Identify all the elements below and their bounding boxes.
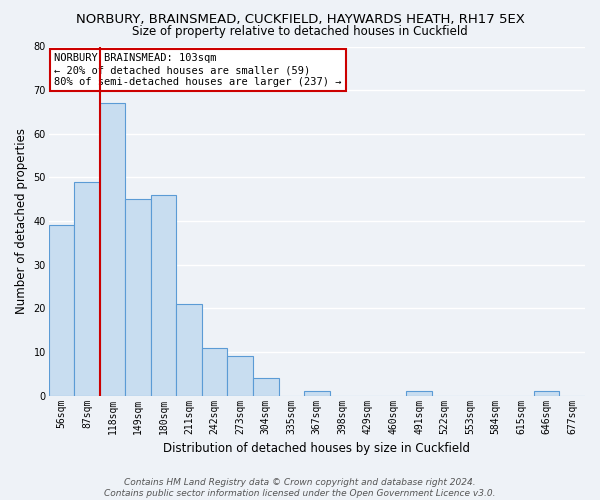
Bar — [227, 356, 253, 396]
Bar — [304, 392, 329, 396]
Bar — [406, 392, 432, 396]
Text: NORBURY, BRAINSMEAD, CUCKFIELD, HAYWARDS HEATH, RH17 5EX: NORBURY, BRAINSMEAD, CUCKFIELD, HAYWARDS… — [76, 12, 524, 26]
Bar — [176, 304, 202, 396]
Y-axis label: Number of detached properties: Number of detached properties — [15, 128, 28, 314]
Bar — [49, 226, 74, 396]
Bar — [151, 195, 176, 396]
Bar — [125, 199, 151, 396]
Text: Contains HM Land Registry data © Crown copyright and database right 2024.
Contai: Contains HM Land Registry data © Crown c… — [104, 478, 496, 498]
Bar — [534, 392, 559, 396]
X-axis label: Distribution of detached houses by size in Cuckfield: Distribution of detached houses by size … — [163, 442, 470, 455]
Text: NORBURY BRAINSMEAD: 103sqm
← 20% of detached houses are smaller (59)
80% of semi: NORBURY BRAINSMEAD: 103sqm ← 20% of deta… — [54, 54, 341, 86]
Bar — [100, 103, 125, 396]
Text: Size of property relative to detached houses in Cuckfield: Size of property relative to detached ho… — [132, 25, 468, 38]
Bar — [202, 348, 227, 396]
Bar — [74, 182, 100, 396]
Bar — [253, 378, 278, 396]
